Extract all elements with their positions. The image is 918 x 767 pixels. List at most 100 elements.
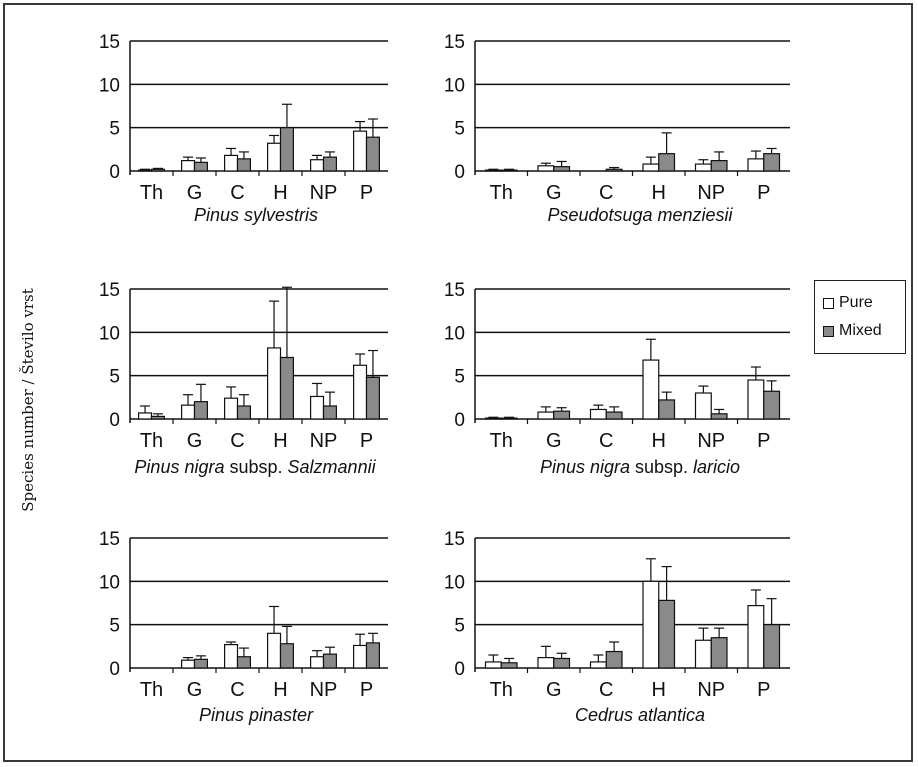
xtick-cedrus-atlantica-h: H [652,679,666,701]
bar-pinus-sylvestris-th-mixed [152,169,165,171]
bar-pseudotsuga-menziesii-h-pure [643,164,659,171]
ytick-cedrus-atlantica-5: 5 [454,616,465,637]
bar-pseudotsuga-menziesii-h-mixed [659,154,675,171]
xtick-pseudotsuga-menziesii-g: G [546,182,562,204]
bar-cedrus-atlantica-h-mixed [659,600,675,668]
ytick-pinus-pinaster-5: 5 [109,616,120,637]
xtick-pinus-pinaster-g: G [187,679,203,701]
bar-pinus-sylvestris-g-mixed [195,162,208,171]
bar-pinus-sylvestris-th-pure [139,170,152,171]
bar-pinus-sylvestris-np-mixed [324,157,337,171]
ytick-pseudotsuga-menziesii-15: 15 [444,32,465,53]
bar-cedrus-atlantica-h-pure [643,581,659,668]
ytick-pinus-nigra-subsp-laricio-5: 5 [454,367,465,388]
bar-pinus-nigra-subsp-laricio-c-mixed [606,412,622,419]
xtick-pinus-pinaster-h: H [273,679,287,701]
bar-pinus-nigra-subsp-salzmannii-p-mixed [367,377,380,419]
xtick-pinus-nigra-subsp-salzmannii-p: P [360,430,373,452]
xtick-pinus-nigra-subsp-laricio-g: G [546,430,562,452]
bar-pinus-nigra-subsp-salzmannii-c-mixed [238,406,251,419]
ytick-cedrus-atlantica-15: 15 [444,529,465,550]
bar-pinus-nigra-subsp-laricio-th-mixed [501,418,517,419]
xtick-cedrus-atlantica-g: G [546,679,562,701]
bar-pinus-nigra-subsp-laricio-p-mixed [764,391,780,419]
xtick-pinus-nigra-subsp-laricio-h: H [652,430,666,452]
xtick-pseudotsuga-menziesii-c: C [599,182,613,204]
xtick-pinus-pinaster-p: P [360,679,373,701]
xtick-cedrus-atlantica-np: NP [697,679,725,701]
bar-pseudotsuga-menziesii-c-mixed [606,169,622,171]
bar-pinus-sylvestris-g-pure [182,161,195,171]
bar-pinus-nigra-subsp-salzmannii-c-pure [225,398,238,419]
xtick-pseudotsuga-menziesii-h: H [652,182,666,204]
bar-pinus-nigra-subsp-salzmannii-g-mixed [195,402,208,419]
bar-cedrus-atlantica-p-mixed [764,625,780,668]
bar-pinus-nigra-subsp-laricio-np-pure [696,393,712,419]
ytick-pinus-nigra-subsp-laricio-10: 10 [444,323,465,344]
panel-title-pseudotsuga-menziesii: Pseudotsuga menziesii [547,205,733,225]
bar-pinus-sylvestris-h-pure [268,143,281,171]
bar-cedrus-atlantica-np-mixed [711,638,727,668]
ytick-pinus-pinaster-10: 10 [99,572,120,593]
bar-pinus-pinaster-c-pure [225,645,238,668]
ytick-cedrus-atlantica-10: 10 [444,572,465,593]
ytick-pinus-nigra-subsp-salzmannii-15: 15 [99,280,120,301]
bar-pseudotsuga-menziesii-th-mixed [501,170,517,171]
legend-swatch-mixed [823,326,834,337]
panel-title-pinus-pinaster: Pinus pinaster [199,705,314,725]
ytick-pseudotsuga-menziesii-5: 5 [454,119,465,140]
xtick-pinus-sylvestris-g: G [187,182,203,204]
panel-title-pinus-nigra-subsp-laricio: Pinus nigra subsp. laricio [540,457,740,477]
xtick-pinus-sylvestris-p: P [360,182,373,204]
xtick-pinus-nigra-subsp-salzmannii-h: H [273,430,287,452]
ytick-pseudotsuga-menziesii-10: 10 [444,75,465,96]
legend: Pure Mixed [814,280,906,354]
xtick-cedrus-atlantica-c: C [599,679,613,701]
xtick-pinus-sylvestris-th: Th [140,182,163,204]
bar-pinus-nigra-subsp-salzmannii-np-mixed [324,406,337,419]
ytick-pinus-sylvestris-15: 15 [99,32,120,53]
xtick-pinus-sylvestris-c: C [230,182,244,204]
bar-cedrus-atlantica-c-pure [591,662,607,668]
bar-pinus-nigra-subsp-laricio-c-pure [591,409,607,419]
bar-pinus-nigra-subsp-salzmannii-p-pure [354,365,367,419]
xtick-pinus-pinaster-th: Th [140,679,163,701]
bar-cedrus-atlantica-g-mixed [554,658,570,668]
legend-item-pure: Pure [823,293,873,313]
ytick-pinus-pinaster-0: 0 [109,659,120,680]
bar-pseudotsuga-menziesii-g-pure [538,166,554,171]
xtick-pinus-nigra-subsp-laricio-c: C [599,430,613,452]
bar-pinus-nigra-subsp-laricio-g-mixed [554,411,570,419]
xtick-pinus-nigra-subsp-salzmannii-th: Th [140,430,163,452]
bar-cedrus-atlantica-th-mixed [501,663,517,668]
bar-pinus-nigra-subsp-salzmannii-np-pure [311,396,324,419]
legend-label-pure: Pure [839,294,873,312]
ytick-pinus-pinaster-15: 15 [99,529,120,550]
ytick-pinus-nigra-subsp-salzmannii-0: 0 [109,410,120,431]
panel-title-pinus-nigra-subsp-salzmannii: Pinus nigra subsp. Salzmannii [134,457,376,477]
bar-pinus-pinaster-p-pure [354,645,367,668]
xtick-pinus-nigra-subsp-laricio-np: NP [697,430,725,452]
bar-pinus-pinaster-p-mixed [367,643,380,668]
ytick-pinus-nigra-subsp-salzmannii-10: 10 [99,323,120,344]
bar-pinus-nigra-subsp-salzmannii-th-mixed [152,416,165,419]
xtick-pseudotsuga-menziesii-p: P [757,182,770,204]
bar-pinus-nigra-subsp-laricio-g-pure [538,412,554,419]
xtick-pseudotsuga-menziesii-th: Th [490,182,513,204]
xtick-pinus-nigra-subsp-salzmannii-g: G [187,430,203,452]
bar-pinus-pinaster-g-pure [182,660,195,668]
bar-pseudotsuga-menziesii-g-mixed [554,167,570,171]
xtick-pinus-pinaster-np: NP [310,679,338,701]
bar-cedrus-atlantica-np-pure [696,640,712,668]
bar-pinus-nigra-subsp-salzmannii-h-mixed [281,357,294,419]
bar-pseudotsuga-menziesii-np-pure [696,164,712,171]
xtick-pinus-nigra-subsp-laricio-p: P [757,430,770,452]
ytick-pinus-sylvestris-0: 0 [109,162,120,183]
bar-pinus-sylvestris-p-pure [354,131,367,171]
bar-pinus-sylvestris-h-mixed [281,128,294,171]
bar-pinus-nigra-subsp-laricio-np-mixed [711,414,727,419]
xtick-cedrus-atlantica-th: Th [490,679,513,701]
legend-item-mixed: Mixed [823,321,882,341]
bar-pinus-nigra-subsp-laricio-h-pure [643,360,659,419]
